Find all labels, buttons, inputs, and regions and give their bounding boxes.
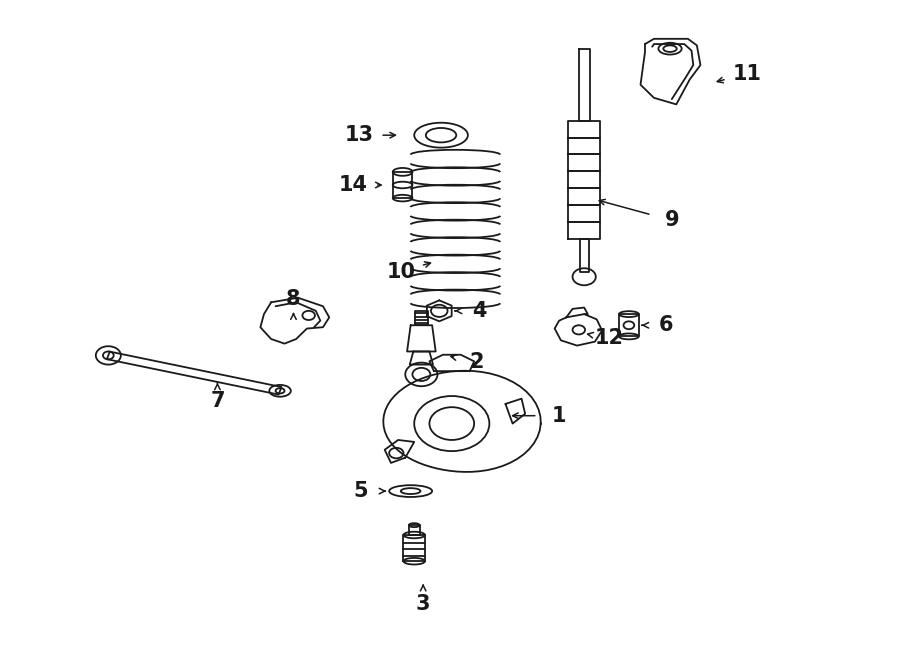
Text: 13: 13 <box>345 125 373 145</box>
Text: 5: 5 <box>353 481 368 501</box>
Text: 3: 3 <box>416 594 430 615</box>
Text: 6: 6 <box>659 315 674 335</box>
Text: 14: 14 <box>339 175 368 195</box>
Text: 9: 9 <box>664 210 680 231</box>
Text: 11: 11 <box>733 63 761 83</box>
Text: 10: 10 <box>386 262 415 282</box>
Text: 4: 4 <box>472 301 487 321</box>
Text: 7: 7 <box>211 391 225 411</box>
Text: 8: 8 <box>286 289 301 309</box>
Text: 1: 1 <box>552 406 566 426</box>
Text: 2: 2 <box>470 352 484 372</box>
Text: 12: 12 <box>595 329 624 348</box>
